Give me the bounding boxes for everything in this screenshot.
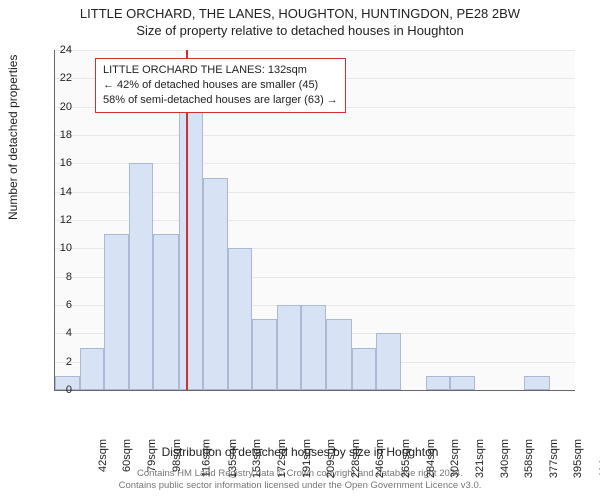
- x-tick-label: 209sqm: [325, 439, 337, 478]
- y-tick-label: 6: [52, 299, 72, 311]
- histogram-bar: [104, 234, 129, 390]
- annotation-line-2: ← 42% of detached houses are smaller (45…: [103, 78, 338, 93]
- histogram-bar: [524, 376, 549, 390]
- y-axis-label: Number of detached properties: [6, 55, 20, 220]
- title-sub: Size of property relative to detached ho…: [0, 23, 600, 38]
- y-tick-label: 16: [52, 157, 72, 169]
- annotation-box: LITTLE ORCHARD THE LANES: 132sqm ← 42% o…: [95, 58, 346, 113]
- x-tick-label: 172sqm: [276, 439, 288, 478]
- footer-line-2: Contains public sector information licen…: [0, 480, 600, 492]
- x-tick-label: 284sqm: [425, 439, 437, 478]
- histogram-bar: [326, 319, 351, 390]
- histogram-bar: [228, 248, 252, 390]
- chart-container: LITTLE ORCHARD, THE LANES, HOUGHTON, HUN…: [0, 0, 600, 500]
- title-block: LITTLE ORCHARD, THE LANES, HOUGHTON, HUN…: [0, 0, 600, 38]
- y-tick-label: 24: [52, 44, 72, 56]
- histogram-bar: [352, 348, 376, 391]
- histogram-bar: [277, 305, 301, 390]
- y-tick-label: 22: [52, 72, 72, 84]
- x-tick-label: 98sqm: [171, 439, 183, 472]
- histogram-bar: [153, 234, 178, 390]
- x-tick-label: 340sqm: [499, 439, 511, 478]
- histogram-bar: [203, 178, 228, 391]
- y-tick-label: 8: [52, 271, 72, 283]
- annotation-line-3: 58% of semi-detached houses are larger (…: [103, 93, 338, 108]
- x-tick-label: 358sqm: [523, 439, 535, 478]
- x-tick-label: 321sqm: [474, 439, 486, 478]
- histogram-bar: [426, 376, 450, 390]
- plot-area: LITTLE ORCHARD THE LANES: 132sqm ← 42% o…: [54, 50, 575, 391]
- y-tick-label: 18: [52, 129, 72, 141]
- x-tick-label: 395sqm: [573, 439, 585, 478]
- y-tick-label: 10: [52, 242, 72, 254]
- x-tick-label: 228sqm: [350, 439, 362, 478]
- x-tick-label: 191sqm: [301, 439, 313, 478]
- y-tick-label: 20: [52, 101, 72, 113]
- gridline-h: [55, 135, 575, 136]
- histogram-bar: [80, 348, 104, 391]
- x-tick-label: 246sqm: [374, 439, 386, 478]
- y-tick-label: 4: [52, 327, 72, 339]
- x-tick-label: 377sqm: [549, 439, 561, 478]
- title-main: LITTLE ORCHARD, THE LANES, HOUGHTON, HUN…: [0, 6, 600, 21]
- y-tick-label: 14: [52, 186, 72, 198]
- x-tick-label: 135sqm: [227, 439, 239, 478]
- x-tick-label: 265sqm: [400, 439, 412, 478]
- histogram-bar: [450, 376, 475, 390]
- histogram-bar: [129, 163, 153, 390]
- gridline-h: [55, 50, 575, 51]
- y-tick-label: 0: [52, 384, 72, 396]
- histogram-bar: [179, 107, 203, 390]
- x-tick-label: 60sqm: [121, 439, 133, 472]
- x-tick-label: 153sqm: [251, 439, 263, 478]
- x-tick-label: 79sqm: [146, 439, 158, 472]
- x-tick-label: 116sqm: [201, 439, 213, 477]
- y-tick-label: 2: [52, 356, 72, 368]
- histogram-bar: [301, 305, 326, 390]
- x-tick-label: 302sqm: [449, 439, 461, 478]
- histogram-bar: [376, 333, 401, 390]
- histogram-bar: [252, 319, 277, 390]
- y-tick-label: 12: [52, 214, 72, 226]
- annotation-line-1: LITTLE ORCHARD THE LANES: 132sqm: [103, 63, 338, 78]
- x-tick-label: 42sqm: [97, 439, 109, 472]
